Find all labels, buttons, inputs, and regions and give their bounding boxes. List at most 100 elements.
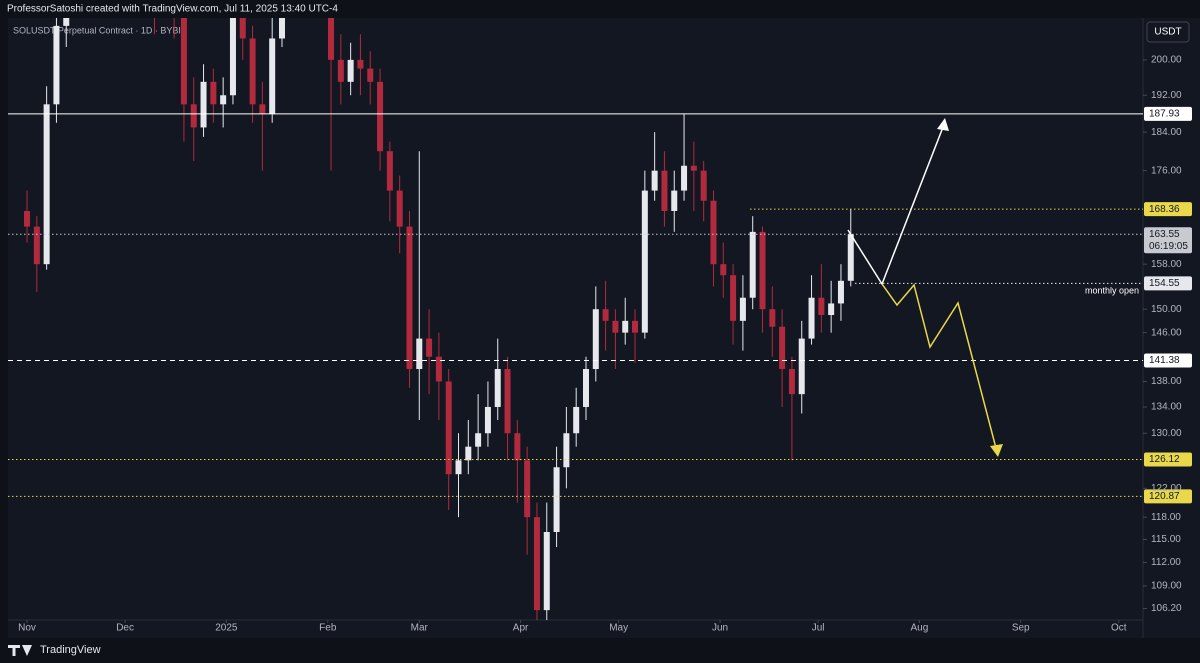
x-tick-label: Dec <box>116 623 134 634</box>
price-label-box <box>1144 227 1192 254</box>
y-tick-label: 130.00 <box>1151 428 1182 439</box>
candle-body <box>543 531 550 611</box>
price-label-box <box>1144 202 1192 217</box>
candle-body <box>475 433 482 447</box>
candle-body <box>514 433 521 461</box>
candle-body <box>269 38 276 114</box>
candle-body <box>259 104 266 114</box>
price-label: 187.93 <box>1149 108 1180 119</box>
candle-body <box>200 81 207 128</box>
candle-body <box>739 297 746 321</box>
candle-body <box>406 226 413 370</box>
currency[interactable]: USDT <box>1154 27 1181 38</box>
candle-body <box>367 68 374 82</box>
candle-body <box>435 356 442 382</box>
projection-down <box>881 283 998 453</box>
candle-body <box>180 18 187 105</box>
candle-body <box>710 200 717 265</box>
y-tick-label: 115.00 <box>1151 534 1181 545</box>
candle-body <box>788 369 795 395</box>
candle-body <box>641 190 648 333</box>
x-tick-label: Jun <box>712 623 728 634</box>
candle-body <box>681 165 688 191</box>
candle-body <box>386 151 393 191</box>
candle-body <box>229 18 236 96</box>
price-label: 154.55 <box>1149 278 1180 289</box>
candle-body <box>533 517 540 611</box>
price-label-box <box>1144 452 1192 467</box>
candle-body <box>582 369 589 407</box>
candle-body <box>504 369 511 434</box>
candle-body <box>769 309 776 327</box>
candle-body <box>190 104 197 128</box>
brand-logo <box>8 645 32 656</box>
price-axis <box>1143 18 1200 638</box>
price-label: 126.12 <box>1149 454 1180 465</box>
candle-body <box>337 59 344 82</box>
candle-body <box>779 326 786 370</box>
x-tick-label: Apr <box>513 623 529 634</box>
candle-body <box>690 165 697 171</box>
candle-body <box>357 59 364 69</box>
y-tick-label: 138.00 <box>1151 376 1182 387</box>
x-tick-label: Sep <box>1012 623 1030 634</box>
y-tick-label: 106.20 <box>1151 603 1182 614</box>
candle-body <box>278 18 285 39</box>
candle-body <box>249 38 256 105</box>
currency-box[interactable] <box>1146 21 1190 43</box>
x-tick-label: Mar <box>411 623 429 634</box>
y-tick-label: 176.00 <box>1151 165 1182 176</box>
candle-body <box>210 81 217 105</box>
candle-body <box>396 190 403 227</box>
candle-body <box>573 406 580 434</box>
candle-body <box>749 231 756 298</box>
x-tick-label: 2025 <box>215 623 238 634</box>
annotation: monthly open <box>1085 285 1139 295</box>
y-tick-label: 134.00 <box>1151 402 1182 413</box>
candle-body <box>465 446 472 461</box>
price-label-box <box>1144 276 1192 291</box>
y-tick-label: 109.00 <box>1151 581 1182 592</box>
x-tick-label: Aug <box>911 623 929 634</box>
y-tick-label: 112.00 <box>1151 557 1181 568</box>
price-label: 163.55 <box>1149 229 1180 240</box>
pane <box>8 18 1143 638</box>
candle-body <box>661 170 668 211</box>
candle-body <box>455 460 462 475</box>
candle-body <box>220 95 227 105</box>
brand: TradingView <box>40 644 101 656</box>
price-label: 141.38 <box>1149 355 1180 366</box>
symbol-title: SOLUSDT Perpetual Contract · 1D · BYBIT <box>13 25 187 35</box>
candle-body <box>798 338 805 395</box>
candle-body <box>602 309 609 321</box>
candle-body <box>426 338 433 357</box>
y-tick-label: 184.00 <box>1151 127 1182 138</box>
price-label-box <box>1144 353 1192 368</box>
x-tick-label: Nov <box>18 623 36 634</box>
candle-body <box>239 18 246 39</box>
header-title: ProfessorSatoshi created with TradingVie… <box>7 4 338 15</box>
candle-body <box>445 381 452 475</box>
price-label: 168.36 <box>1149 204 1180 215</box>
price-label: 120.87 <box>1149 491 1180 502</box>
candles <box>24 18 854 620</box>
candle-body <box>651 170 658 191</box>
candle-body <box>612 320 619 333</box>
candle-body <box>818 297 825 316</box>
candle-body <box>553 467 560 532</box>
arrow-head <box>990 444 1003 457</box>
x-tick-label: Jul <box>812 623 825 634</box>
candle-body <box>416 338 423 370</box>
candle-body <box>837 280 844 304</box>
x-tick-label: Feb <box>319 623 337 634</box>
countdown: 06:19:05 <box>1149 241 1188 252</box>
candle-body <box>484 406 491 434</box>
candle-body <box>377 81 384 152</box>
candle-body <box>730 275 737 321</box>
x-tick-label: Oct <box>1111 623 1127 634</box>
candle-body <box>524 460 531 518</box>
candle-body <box>328 18 335 60</box>
candle-body <box>33 226 40 265</box>
